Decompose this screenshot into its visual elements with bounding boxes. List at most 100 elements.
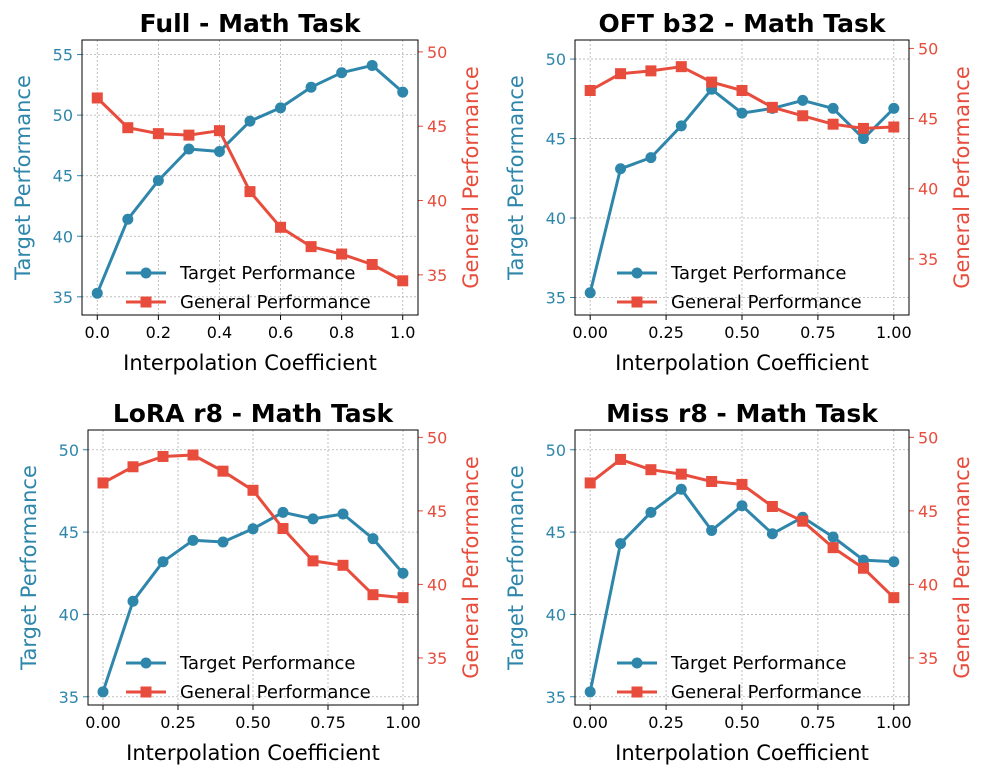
target-performance-point xyxy=(244,115,256,127)
x-tick-label: 0.00 xyxy=(85,713,121,732)
y-right-tick-label: 50 xyxy=(427,43,447,62)
legend-entry-1: Target Performance xyxy=(126,653,355,674)
y-left-axis-label: Target Performance xyxy=(11,75,35,281)
x-axis-label: Interpolation Coefficient xyxy=(615,351,869,375)
general-performance-point xyxy=(91,92,103,104)
x-tick-label: 0.50 xyxy=(724,713,760,732)
target-performance-point xyxy=(97,686,109,698)
general-performance-point xyxy=(97,477,109,489)
x-tick-label: 0.00 xyxy=(572,713,608,732)
chart-panel-1: 0.0 0.2 0.4 0.6 0.8 1.0 35 40 45 50 55 35 40 45 50 Targ… xyxy=(11,9,483,375)
general-performance-point xyxy=(675,61,687,73)
target-performance-point xyxy=(307,513,319,525)
plot-frame xyxy=(87,429,419,706)
target-performance-point xyxy=(305,81,317,93)
target-performance-point xyxy=(275,102,287,114)
legend-marker xyxy=(140,296,152,308)
target-performance-point xyxy=(187,534,199,546)
legend-entry-2: General Performance xyxy=(126,292,371,313)
general-performance-point xyxy=(217,465,229,477)
y-left-tick-label: 50 xyxy=(546,50,566,69)
general-performance-point xyxy=(645,65,657,77)
target-performance-point xyxy=(91,287,103,299)
plot-frame xyxy=(574,429,910,706)
y-right-tick-label: 45 xyxy=(427,502,447,521)
x-tick-label: 0.25 xyxy=(648,323,684,342)
legend-label: Target Performance xyxy=(670,263,846,284)
legend-marker xyxy=(631,267,643,279)
plot-frame xyxy=(574,39,910,316)
x-tick-label: 0.6 xyxy=(268,323,293,342)
general-performance-point xyxy=(305,241,317,253)
general-performance-point xyxy=(857,562,869,574)
y-left-tick-label: 40 xyxy=(546,605,566,624)
target-performance-point xyxy=(736,500,748,512)
x-tick-label: 1.00 xyxy=(385,713,421,732)
target-performance-point xyxy=(183,143,195,155)
target-performance-point xyxy=(615,538,627,550)
x-tick-label: 0.75 xyxy=(310,713,346,732)
target-performance-point xyxy=(157,556,169,568)
general-performance-point xyxy=(736,85,748,97)
x-tick-label: 0.25 xyxy=(160,713,196,732)
x-tick-label: 0.50 xyxy=(235,713,271,732)
y-left-tick-label: 55 xyxy=(53,46,73,65)
target-performance-point xyxy=(797,94,809,106)
y-right-tick-label: 50 xyxy=(427,428,447,447)
chart-panel-3: 0.00 0.25 0.50 0.75 1.00 35 40 45 50 35 40 45 50 Targ… xyxy=(17,399,483,765)
general-performance-point xyxy=(366,258,378,270)
y-left-tick-label: 35 xyxy=(59,688,79,707)
y-left-tick-label: 45 xyxy=(59,523,79,542)
general-performance-point xyxy=(187,449,199,461)
y-right-tick-label: 40 xyxy=(918,180,938,199)
chart-title: LoRA r8 - Math Task xyxy=(113,399,395,428)
target-performance-point xyxy=(827,102,839,114)
y-right-tick-label: 40 xyxy=(427,192,447,211)
y-right-tick-label: 35 xyxy=(427,266,447,285)
legend-entry-2: General Performance xyxy=(617,292,862,313)
target-performance-point xyxy=(857,133,869,145)
target-performance-point xyxy=(675,120,687,132)
general-performance-point xyxy=(706,475,718,487)
general-performance-point xyxy=(888,121,900,133)
y-left-axis-label: Target Performance xyxy=(504,75,528,281)
general-performance-point xyxy=(766,500,778,512)
general-performance-point xyxy=(367,589,379,601)
y-right-tick-label: 35 xyxy=(918,250,938,269)
general-performance-point xyxy=(152,128,164,140)
target-performance-point xyxy=(827,531,839,543)
y-left-axis-label: Target Performance xyxy=(504,465,528,671)
y-right-axis-label: General Performance xyxy=(950,456,974,679)
y-right-axis-label: General Performance xyxy=(459,456,483,679)
general-performance-point xyxy=(888,592,900,604)
general-performance-point xyxy=(584,85,596,97)
target-performance-point xyxy=(336,67,348,79)
general-performance-point xyxy=(157,450,169,462)
general-performance-point xyxy=(213,125,225,137)
general-performance-point xyxy=(122,122,134,134)
y-right-tick-label: 45 xyxy=(918,110,938,129)
legend-marker xyxy=(140,686,152,698)
x-tick-label: 0.2 xyxy=(146,323,171,342)
target-performance-point xyxy=(366,59,378,71)
y-right-tick-label: 45 xyxy=(427,117,447,136)
general-performance-point xyxy=(675,468,687,480)
x-tick-label: 1.0 xyxy=(390,323,415,342)
y-left-tick-label: 50 xyxy=(546,441,566,460)
legend-marker xyxy=(140,657,152,669)
legend-label: General Performance xyxy=(180,682,371,703)
y-right-tick-label: 35 xyxy=(918,649,938,668)
legend-label: General Performance xyxy=(671,292,862,313)
target-performance-point xyxy=(367,533,379,545)
general-performance-point xyxy=(584,477,596,489)
y-left-tick-label: 45 xyxy=(546,130,566,149)
target-performance-point xyxy=(645,152,657,164)
target-performance-point xyxy=(127,595,139,607)
target-performance-point xyxy=(337,508,349,520)
legend-label: General Performance xyxy=(671,682,862,703)
x-axis-label: Interpolation Coefficient xyxy=(615,741,869,765)
y-right-tick-label: 40 xyxy=(918,575,938,594)
chart-title: Full - Math Task xyxy=(140,9,362,38)
y-right-axis-label: General Performance xyxy=(950,66,974,289)
